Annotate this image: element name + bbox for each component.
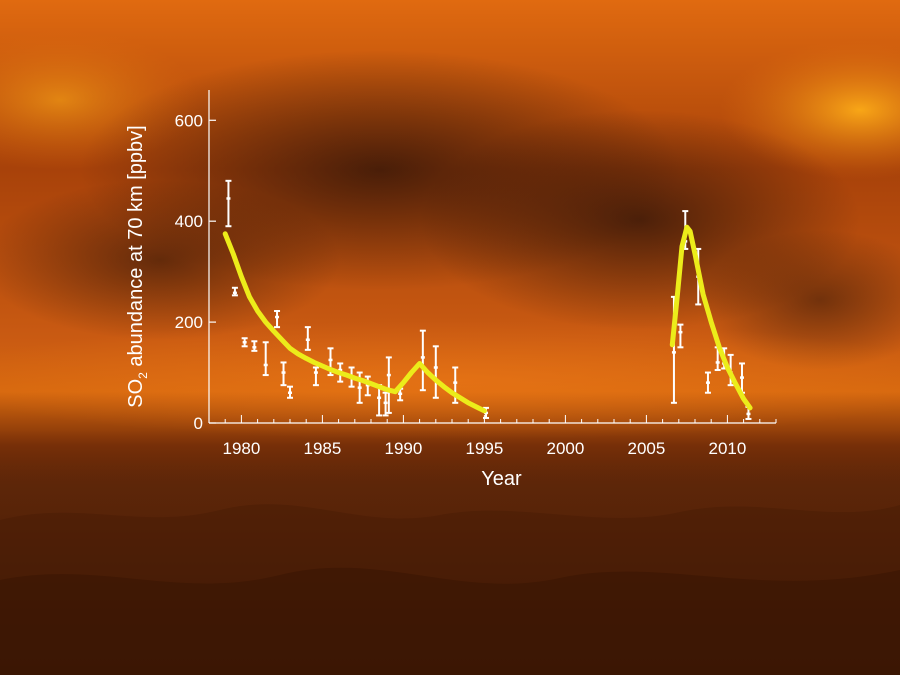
y-axis-title-suffix: abundance at 70 km [ppbv]	[125, 125, 147, 372]
error-bar	[225, 179, 232, 228]
y-axis-title-prefix: SO	[125, 379, 147, 408]
error-bar	[704, 371, 711, 394]
error-bar	[251, 340, 258, 352]
axes	[208, 90, 776, 424]
fit-curve	[222, 231, 487, 414]
error-bar	[364, 375, 371, 397]
x-tick-label: 1995	[465, 439, 503, 458]
error-bar	[432, 345, 439, 399]
y-ticks: 0 200 400 600	[175, 111, 216, 433]
x-tick-label: 1990	[384, 439, 422, 458]
error-bar	[280, 361, 287, 387]
error-bar	[312, 366, 319, 387]
y-axis-title-subscript: 2	[136, 372, 150, 379]
error-bar	[274, 309, 281, 329]
error-bar	[382, 391, 389, 417]
y-tick-label: 600	[175, 111, 203, 130]
error-bar	[241, 337, 248, 348]
fit-curve	[669, 224, 753, 411]
error-bar	[304, 326, 311, 351]
x-axis-title: Year	[481, 468, 522, 490]
error-bar	[385, 356, 392, 414]
error-bar	[677, 323, 684, 349]
error-bars	[225, 179, 752, 420]
x-tick-label: 2010	[708, 439, 746, 458]
x-ticks: 1980 1985 1990 1995 2000 2005 2010	[208, 415, 777, 458]
x-tick-label: 1985	[303, 439, 341, 458]
error-bar	[287, 385, 293, 399]
x-tick-label: 2000	[546, 439, 584, 458]
fit-curves	[222, 224, 753, 414]
y-axis-title: SO2 abundance at 70 km [ppbv]	[125, 125, 150, 407]
error-bar	[419, 329, 426, 392]
error-bar	[231, 286, 238, 297]
x-tick-label: 1980	[222, 439, 260, 458]
y-tick-label: 200	[175, 313, 203, 332]
error-bar	[262, 341, 269, 377]
x-tick-label: 2005	[627, 439, 665, 458]
y-tick-label: 400	[175, 212, 203, 231]
y-tick-label: 0	[194, 414, 203, 433]
